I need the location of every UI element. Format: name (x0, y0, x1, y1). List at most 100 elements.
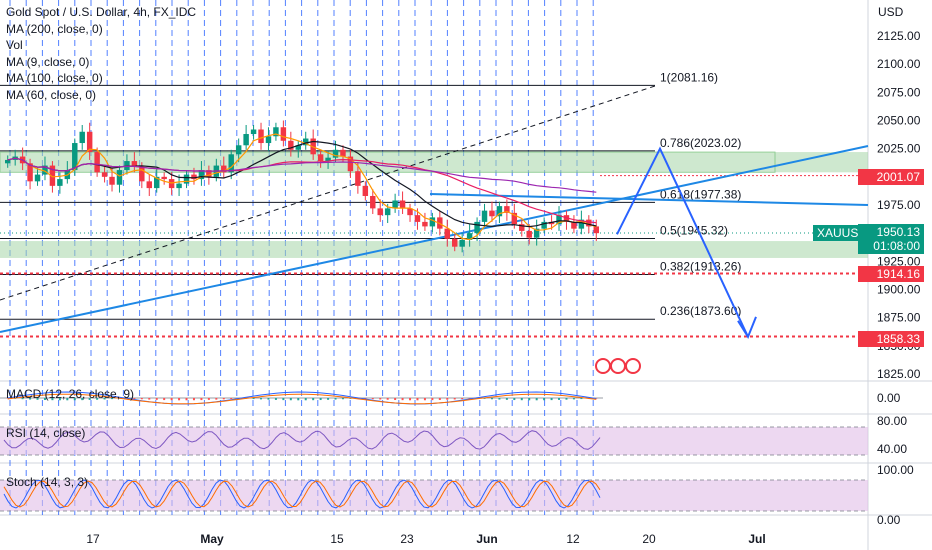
projection-arrowhead (737, 316, 757, 340)
time-axis-tick: 20 (642, 532, 656, 546)
macd-histogram-bar (513, 398, 516, 401)
candle-body (250, 129, 257, 135)
macd-histogram-bar (528, 398, 531, 401)
candle-body (288, 140, 294, 150)
candle-body (593, 226, 599, 234)
macd-histogram-bar (155, 398, 158, 400)
time-axis-tick: May (200, 532, 224, 546)
price-axis-tick: 2100.00 (877, 57, 921, 71)
fib-level-label: 1(2081.16) (660, 70, 718, 84)
macd-histogram-bar (133, 398, 136, 399)
stoch-k-line (3, 479, 601, 509)
candle-body (414, 215, 421, 222)
economic-event-icon (595, 358, 611, 374)
candle-body (392, 200, 398, 209)
zone-border (0, 151, 776, 173)
macd-histogram-bar (200, 398, 203, 401)
candle-body (347, 156, 354, 172)
candle-body (221, 165, 227, 173)
indicator-ma-9: MA (9, close, 0) (6, 54, 90, 69)
candle-body (541, 221, 547, 229)
candle-body (496, 206, 503, 217)
macd-histogram-bar (334, 398, 337, 400)
macd-histogram-bar (461, 398, 464, 400)
macd-histogram-bar (6, 398, 9, 399)
macd-histogram-bar (222, 398, 225, 400)
macd-histogram-bar (274, 398, 277, 400)
macd-histogram-bar (207, 398, 210, 400)
fib-level-label: 0.5(1945.32) (660, 223, 728, 237)
macd-histogram-bar (379, 398, 382, 400)
macd-histogram-bar (364, 398, 367, 399)
macd-histogram-bar (580, 398, 583, 400)
price-tag-1914: 1914.16 (858, 266, 924, 282)
bar-countdown: 01:08:00 (873, 239, 920, 253)
economic-event-icon (625, 358, 641, 374)
macd-histogram-bar (453, 398, 456, 400)
candle-body (228, 154, 234, 173)
ma-60-line (7, 140, 597, 228)
time-axis-tick: Jun (476, 532, 497, 546)
macd-histogram-bar (386, 398, 389, 400)
time-axis-tick: Jul (748, 532, 765, 546)
candle-body (429, 217, 436, 227)
candle-body (563, 215, 570, 222)
candle-body (131, 161, 138, 167)
macd-histogram-bar (394, 398, 397, 400)
candle-body (377, 208, 383, 216)
indicator-ma-200: MA (200, close, 0) (6, 21, 103, 36)
macd-histogram-bar (43, 398, 46, 401)
candle-body (273, 127, 279, 137)
macd-histogram-bar (73, 398, 76, 401)
rsi-axis-tick: 80.00 (877, 414, 907, 428)
rising-trendline (0, 145, 869, 333)
rsi-line (3, 430, 601, 450)
macd-histogram-bar (446, 398, 449, 400)
macd-histogram-bar (111, 398, 114, 400)
macd-histogram-bar (498, 398, 501, 400)
macd-histogram-bar (192, 398, 195, 401)
candle-body (116, 170, 123, 185)
candle-body (258, 129, 264, 144)
candle-body (556, 215, 562, 225)
macd-histogram-bar (535, 398, 538, 401)
macd-histogram-bar (58, 398, 61, 401)
time-axis-tick: 12 (566, 532, 580, 546)
price-tag-1858: 1858.33 (858, 331, 924, 347)
last-price-tag: 1950.13 01:08:00 (858, 224, 924, 254)
symbol-badge: XAUUSD (813, 225, 872, 241)
last-price-value: 1950.13 (876, 225, 920, 239)
indicator-ma-60: MA (60, close, 0) (6, 87, 97, 102)
candle-body (303, 138, 309, 146)
macd-histogram-bar (349, 398, 352, 399)
macd-histogram-bar (304, 398, 307, 401)
macd-histogram-bar (468, 398, 471, 399)
fib-level-label: 0.786(2023.02) (660, 136, 741, 150)
macd-histogram-bar (185, 398, 188, 401)
time-axis-tick: 15 (330, 532, 344, 546)
chart-title: Gold Spot / U.S. Dollar, 4h, FX_IDC (6, 5, 197, 19)
macd-histogram-bar (520, 398, 523, 401)
candle-body (578, 219, 585, 229)
macd-histogram-bar (260, 398, 263, 400)
candle-body (384, 208, 391, 216)
macd-axis-tick: 0.00 (877, 391, 901, 405)
macd-histogram-bar (543, 398, 546, 401)
macd-histogram-bar (103, 398, 106, 400)
candle-body (370, 195, 376, 209)
candle-body (317, 154, 324, 162)
macd-histogram-bar (21, 398, 24, 400)
support-resistance-zone (0, 152, 868, 173)
macd-histogram-bar (423, 398, 426, 401)
candle-body (109, 176, 115, 185)
stoch-band (0, 480, 868, 511)
candle-body (72, 143, 78, 171)
price-axis-tick: 2050.00 (877, 114, 921, 128)
fib-level-label: 0.236(1873.60) (660, 304, 741, 318)
stoch-axis-tick: 100.00 (877, 463, 914, 477)
macd-histogram-bar (431, 398, 434, 401)
macd-histogram-bar (215, 398, 218, 400)
candle-body (519, 224, 525, 231)
macd-label: MACD (12, 26, close, 9) (6, 387, 135, 401)
